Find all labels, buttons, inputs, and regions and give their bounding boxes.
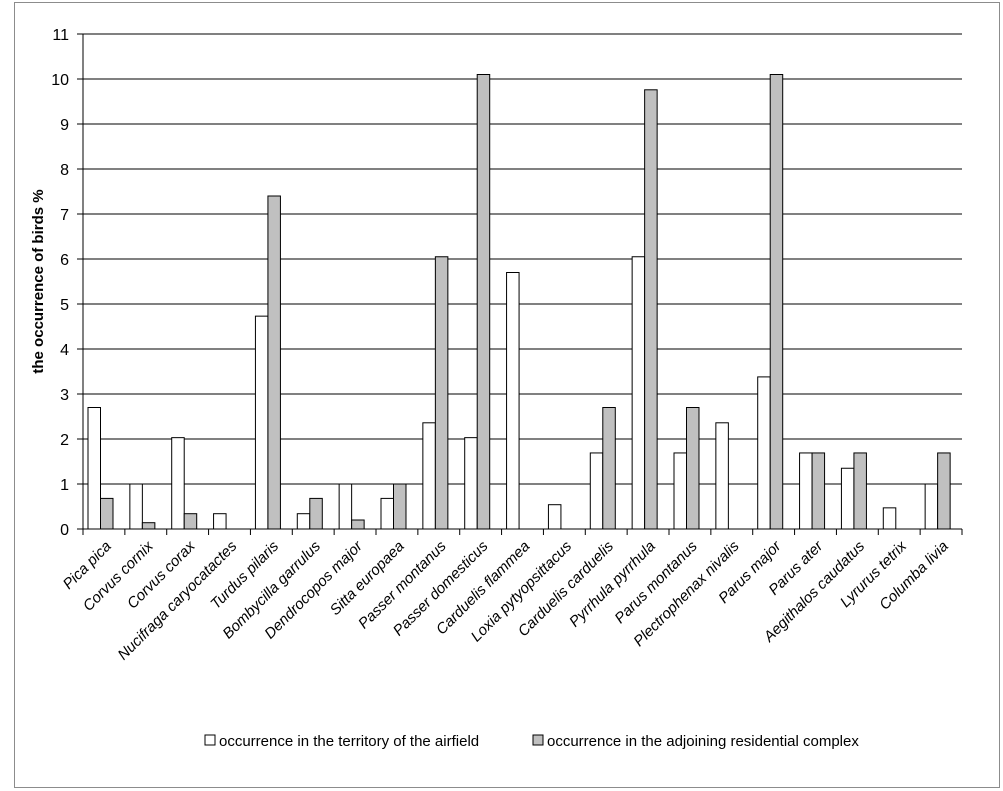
gridlines [83,33,962,485]
x-category-label: Sitta europaea [327,538,408,619]
bar-airfield [799,452,813,530]
bar-residential [644,89,658,530]
bar-airfield [631,256,646,530]
bar-airfield [87,407,101,530]
bar-residential [351,519,365,530]
y-tick-label: 3 [60,387,69,404]
bar-airfield [254,315,269,530]
chart-frame: 0 1 2 3 4 5 6 7 8 9 10 11 Pica pica Corvus cornix Cor… [14,2,1000,788]
bar-airfield [296,513,311,530]
bar-airfield [589,452,604,530]
bar-residential [686,407,700,530]
y-axis-label: the occurrence of birds % [30,189,47,373]
bar-residential [183,513,198,530]
bar-airfield [422,422,436,530]
bar-residential [602,407,616,530]
legend-swatch-residential [532,734,544,746]
y-tick-label: 7 [60,207,69,224]
axes [77,33,963,535]
y-tick-label: 8 [60,162,69,179]
legend-label-residential: occurrence in the adjoining residential … [547,733,859,750]
bar-airfield [673,452,687,530]
bar-residential [267,195,281,530]
legend-label-airfield: occurrence in the territory of the airfi… [219,733,479,750]
bar-residential [937,452,951,530]
bar-airfield [506,272,520,530]
bar-residential [769,74,784,530]
bar-airfield [380,497,394,530]
bar-residential [309,497,323,530]
bar-airfield [924,483,939,530]
bar-airfield [129,483,143,530]
bars [87,74,951,530]
y-tick-label: 0 [60,522,69,539]
y-tick-label: 1 [60,477,69,494]
bar-airfield [840,467,855,530]
bar-residential [853,452,867,530]
y-tick-label: 4 [60,342,69,359]
bar-residential [393,483,407,530]
legend: occurrence in the territory of the airfi… [204,733,859,750]
y-tick-label: 11 [52,27,69,44]
legend-swatch-airfield [204,734,216,746]
y-tick-label: 9 [60,117,69,134]
bar-residential [100,497,114,530]
bar-residential [434,256,449,530]
bar-airfield [882,507,897,530]
bar-airfield [757,376,771,530]
bar-airfield [171,437,185,530]
bar-airfield [338,483,353,530]
y-tick-label: 6 [60,252,69,269]
bar-airfield [213,513,227,530]
bar-airfield [715,422,729,530]
y-tick-label: 10 [51,72,69,89]
y-tick-label: 2 [60,432,69,449]
y-tick-label: 5 [60,297,69,314]
y-axis-ticks: 0 1 2 3 4 5 6 7 8 9 10 11 [51,27,69,539]
bar-residential [141,522,156,530]
bar-residential [476,74,491,530]
bar-airfield [464,437,478,530]
bar-residential [811,452,826,530]
bar-airfield [547,504,562,530]
